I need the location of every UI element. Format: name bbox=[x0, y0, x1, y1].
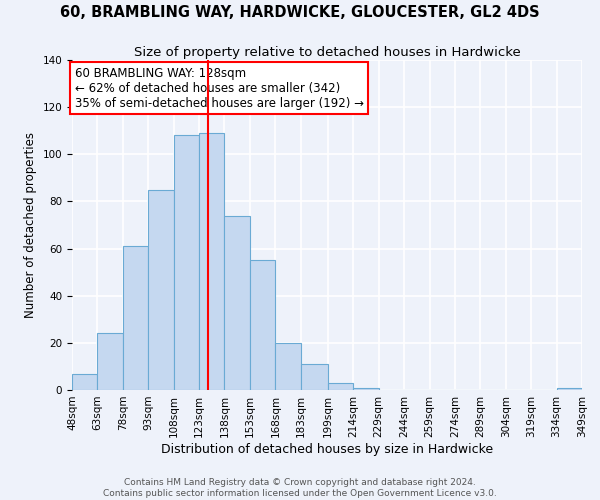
X-axis label: Distribution of detached houses by size in Hardwicke: Distribution of detached houses by size … bbox=[161, 442, 493, 456]
Bar bbox=[97, 334, 123, 390]
Text: 60 BRAMBLING WAY: 128sqm
← 62% of detached houses are smaller (342)
35% of semi-: 60 BRAMBLING WAY: 128sqm ← 62% of detach… bbox=[74, 66, 364, 110]
Bar bbox=[301, 364, 328, 390]
Text: 60, BRAMBLING WAY, HARDWICKE, GLOUCESTER, GL2 4DS: 60, BRAMBLING WAY, HARDWICKE, GLOUCESTER… bbox=[60, 5, 540, 20]
Bar bbox=[148, 190, 173, 390]
Bar bbox=[72, 374, 97, 390]
Title: Size of property relative to detached houses in Hardwicke: Size of property relative to detached ho… bbox=[134, 46, 520, 59]
Bar bbox=[123, 246, 148, 390]
Bar bbox=[275, 343, 301, 390]
Bar bbox=[328, 383, 353, 390]
Bar bbox=[557, 388, 582, 390]
Y-axis label: Number of detached properties: Number of detached properties bbox=[24, 132, 37, 318]
Bar bbox=[199, 133, 224, 390]
Bar bbox=[224, 216, 250, 390]
Text: Contains HM Land Registry data © Crown copyright and database right 2024.
Contai: Contains HM Land Registry data © Crown c… bbox=[103, 478, 497, 498]
Bar bbox=[173, 136, 199, 390]
Bar bbox=[353, 388, 379, 390]
Bar bbox=[250, 260, 275, 390]
